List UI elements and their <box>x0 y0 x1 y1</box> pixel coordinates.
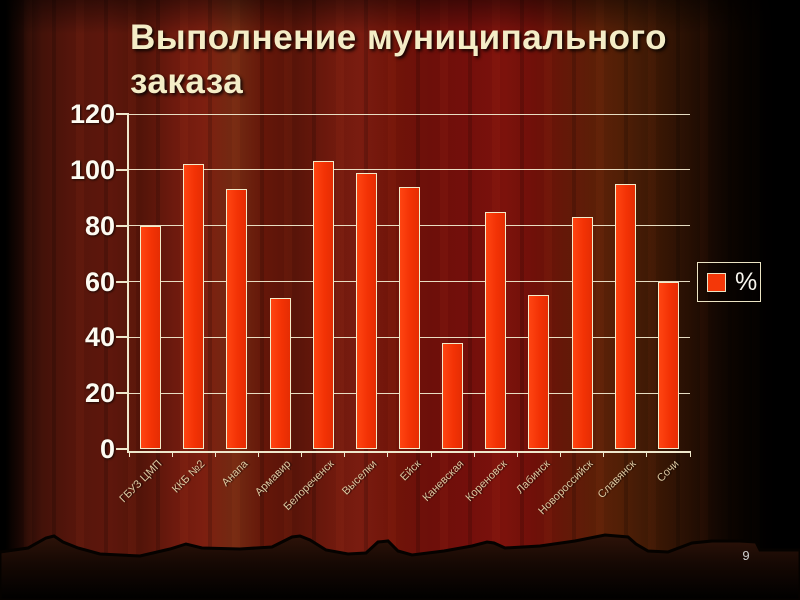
legend-swatch-icon <box>707 272 726 292</box>
y-axis-tick <box>116 336 129 339</box>
x-axis-tick <box>603 451 605 457</box>
page-number: 9 <box>742 548 750 563</box>
bar-Выселки <box>355 172 377 449</box>
y-axis-tick <box>116 168 129 171</box>
x-axis-tick <box>171 451 173 457</box>
x-axis-tick <box>214 451 216 457</box>
slide-title: Выполнение муниципального заказа <box>130 18 667 102</box>
plot-area <box>127 114 690 453</box>
y-axis-label: 0 <box>99 434 115 464</box>
bar-Славянск <box>614 183 636 449</box>
x-axis-tick <box>560 451 562 457</box>
bar-Сочи <box>657 281 679 449</box>
y-axis-label: 100 <box>69 154 115 185</box>
x-axis-tick <box>301 451 303 457</box>
bar-Новороссийск <box>571 217 593 449</box>
y-axis-tick <box>116 392 129 395</box>
x-axis-tick <box>646 451 648 457</box>
bar-Ейск <box>399 186 420 449</box>
gridline-100 <box>129 169 690 171</box>
bar-Анапа <box>226 189 248 449</box>
bar-ГБУЗ ЦМП <box>140 225 162 449</box>
bar-Лабинск <box>528 295 550 449</box>
x-axis-tick <box>430 451 432 457</box>
bar-Каневская <box>442 342 464 449</box>
legend: % <box>697 262 761 302</box>
y-axis-tick <box>116 224 129 227</box>
bar-ККБ №2 <box>183 164 205 449</box>
gridline-120 <box>129 113 690 115</box>
bar-Кореновск <box>485 211 507 449</box>
x-axis-tick <box>257 451 259 457</box>
x-axis-tick <box>473 451 475 457</box>
y-axis-tick <box>116 113 129 115</box>
y-axis-tick <box>116 280 129 283</box>
x-axis-tick <box>128 451 130 457</box>
bar-Армавир <box>269 298 291 449</box>
x-axis-tick <box>516 451 518 457</box>
y-axis-tick <box>116 448 129 450</box>
y-axis-label: 80 <box>84 210 115 241</box>
x-axis-tick <box>344 451 346 457</box>
legend-label: % <box>735 267 758 296</box>
x-axis-tick <box>387 451 389 457</box>
bottom-wave-decoration <box>0 533 800 600</box>
y-axis-label: 20 <box>84 378 115 409</box>
y-axis-label: 60 <box>84 266 115 297</box>
x-axis-tick <box>689 451 691 457</box>
y-axis-label: 120 <box>69 99 115 129</box>
bar-Белореченск <box>312 161 334 449</box>
y-axis-label: 40 <box>84 322 115 353</box>
